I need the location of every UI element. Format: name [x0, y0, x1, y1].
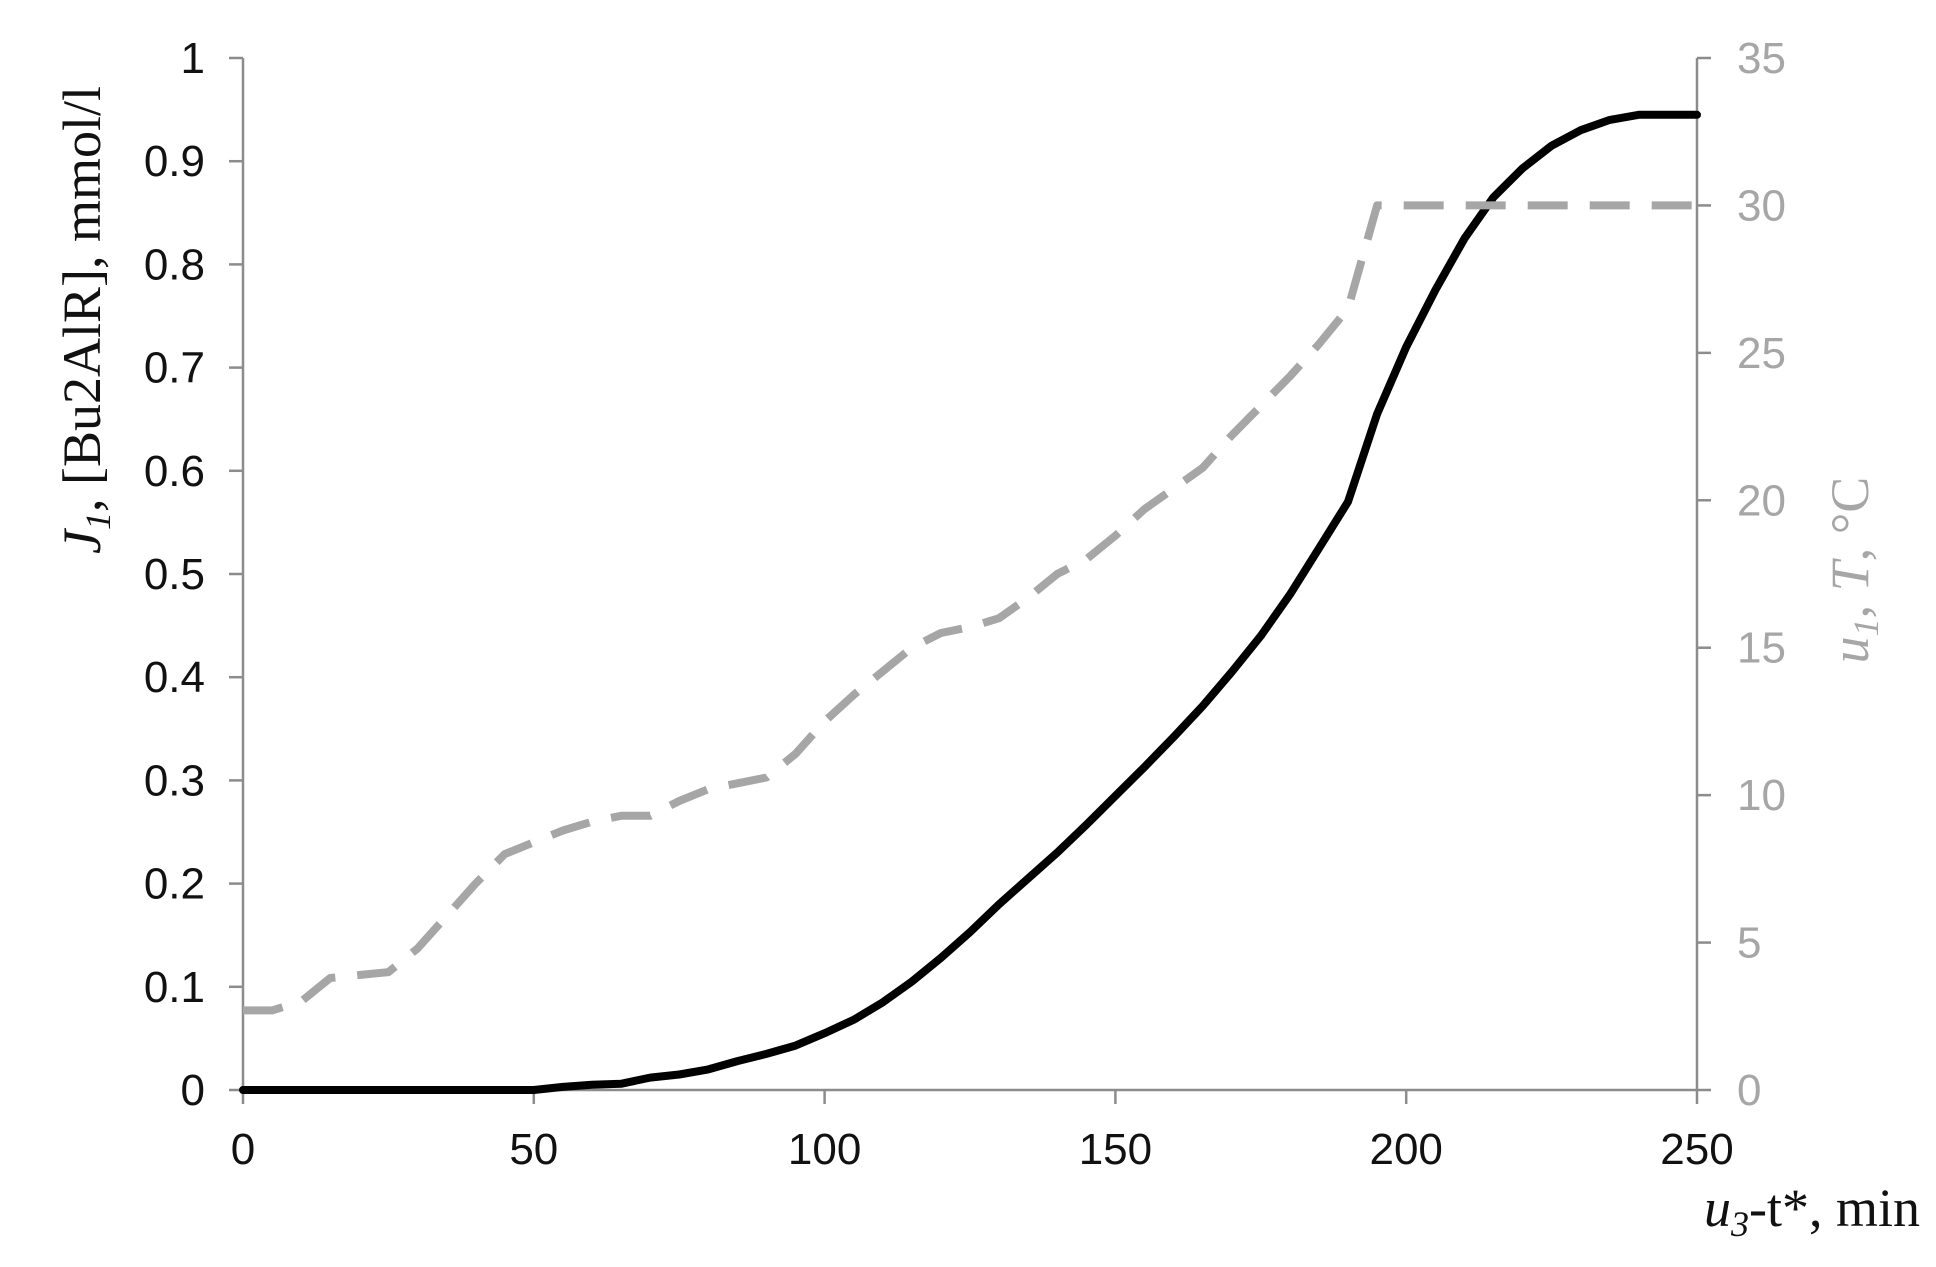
- y-right-tick-label: 30: [1737, 181, 1786, 230]
- x-tick-label: 0: [231, 1125, 255, 1174]
- y-left-tick-label: 0: [181, 1066, 205, 1115]
- y-left-tick-label: 0.5: [144, 550, 205, 599]
- series-layer: [239, 110, 1701, 1094]
- x-tick-label: 100: [788, 1125, 861, 1174]
- y-right-tick-label: 15: [1737, 624, 1786, 673]
- x-tick-label: 150: [1079, 1125, 1152, 1174]
- y-right-ticks: 0 5 10 15 20 25 30 35: [1697, 34, 1786, 1115]
- y-right-axis-title: u1, T, °C: [1820, 477, 1886, 664]
- x-tick-label: 250: [1660, 1125, 1733, 1174]
- y-left-tick-label: 0.6: [144, 447, 205, 496]
- y-right-tick-label: 25: [1737, 329, 1786, 378]
- y-left-tick-label: 0.1: [144, 963, 205, 1012]
- x-ticks: 0 50 100 150 200 250: [231, 1090, 1734, 1174]
- x-tick-label: 200: [1369, 1125, 1442, 1174]
- y-right-tick-label: 20: [1737, 476, 1786, 525]
- x-tick-label: 50: [509, 1125, 558, 1174]
- y-left-tick-label: 0.8: [144, 240, 205, 289]
- series-line-dashed: [243, 201, 1697, 1015]
- y-left-ticks: 0 0.1 0.2 0.3 0.4 0.5 0.6 0.7 0.8 0.9 1: [144, 34, 243, 1115]
- y-left-tick-label: 0.9: [144, 137, 205, 186]
- y-left-tick-label: 0.3: [144, 756, 205, 805]
- y-left-tick-label: 1: [181, 34, 205, 83]
- y-right-tick-label: 0: [1737, 1066, 1761, 1115]
- x-axis-title: u3-t*, min: [1704, 1178, 1920, 1244]
- y-left-tick-label: 0.2: [144, 860, 205, 909]
- y-left-tick-label: 0.7: [144, 344, 205, 393]
- y-left-tick-label: 0.4: [144, 653, 205, 702]
- series-line-solid: [239, 110, 1701, 1094]
- y-right-tick-label: 35: [1737, 34, 1786, 83]
- y-left-axis-title: J1, [Bu2AlR], mmol/l: [52, 86, 118, 554]
- y-right-tick-label: 10: [1737, 771, 1786, 820]
- y-right-tick-label: 5: [1737, 919, 1761, 968]
